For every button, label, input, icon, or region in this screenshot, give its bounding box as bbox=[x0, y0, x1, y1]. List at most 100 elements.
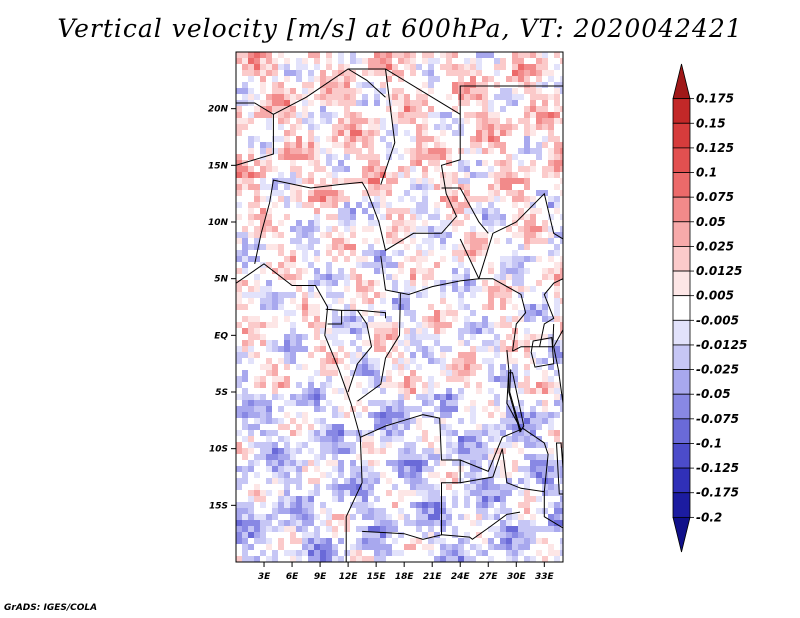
field-cell bbox=[542, 454, 548, 460]
field-cell bbox=[518, 388, 524, 394]
field-cell bbox=[464, 232, 470, 238]
field-cell bbox=[518, 280, 524, 286]
field-cell bbox=[452, 214, 458, 220]
field-cell bbox=[548, 448, 554, 454]
field-cell bbox=[326, 172, 332, 178]
field-cell bbox=[350, 94, 356, 100]
field-cell bbox=[512, 370, 518, 376]
field-cell bbox=[452, 448, 458, 454]
field-cell bbox=[398, 430, 404, 436]
field-cell bbox=[482, 340, 488, 346]
field-cell bbox=[344, 208, 350, 214]
field-cell bbox=[362, 406, 368, 412]
field-cell bbox=[536, 424, 542, 430]
field-cell bbox=[254, 160, 260, 166]
field-cell bbox=[428, 520, 434, 526]
field-cell bbox=[422, 82, 428, 88]
field-cell bbox=[506, 514, 512, 520]
field-cell bbox=[236, 478, 242, 484]
field-cell bbox=[296, 190, 302, 196]
field-cell bbox=[542, 64, 548, 70]
field-cell bbox=[320, 196, 326, 202]
field-cell bbox=[554, 526, 560, 532]
field-cell bbox=[362, 256, 368, 262]
field-cell bbox=[278, 268, 284, 274]
field-cell bbox=[320, 232, 326, 238]
field-cell bbox=[332, 352, 338, 358]
field-cell bbox=[380, 532, 386, 538]
field-cell bbox=[326, 52, 332, 58]
colorbar-swatch bbox=[672, 246, 691, 272]
field-cell bbox=[386, 514, 392, 520]
field-cell bbox=[434, 460, 440, 466]
field-cell bbox=[506, 400, 512, 406]
field-cell bbox=[368, 322, 374, 328]
field-cell bbox=[278, 298, 284, 304]
field-cell bbox=[284, 256, 290, 262]
field-cell bbox=[296, 148, 302, 154]
field-cell bbox=[464, 442, 470, 448]
colorbar-label: 0.0125 bbox=[696, 264, 742, 278]
colorbar-label: -0.175 bbox=[696, 486, 739, 500]
field-cell bbox=[236, 466, 242, 472]
field-cell bbox=[254, 496, 260, 502]
field-cell bbox=[374, 94, 380, 100]
field-cell bbox=[308, 460, 314, 466]
field-cell bbox=[470, 484, 476, 490]
field-cell bbox=[446, 58, 452, 64]
field-cell bbox=[332, 442, 338, 448]
field-cell bbox=[296, 112, 302, 118]
field-cell bbox=[392, 262, 398, 268]
field-cell bbox=[338, 82, 344, 88]
field-cell bbox=[452, 268, 458, 274]
field-cell bbox=[320, 382, 326, 388]
field-cell bbox=[350, 298, 356, 304]
field-cell bbox=[320, 358, 326, 364]
field-cell bbox=[392, 100, 398, 106]
field-cell bbox=[530, 424, 536, 430]
field-cell bbox=[248, 208, 254, 214]
field-cell bbox=[242, 82, 248, 88]
field-cell bbox=[242, 424, 248, 430]
field-cell bbox=[428, 76, 434, 82]
field-cell bbox=[404, 190, 410, 196]
field-cell bbox=[272, 364, 278, 370]
field-cell bbox=[482, 496, 488, 502]
field-cell bbox=[362, 118, 368, 124]
field-cell bbox=[344, 514, 350, 520]
field-cell bbox=[356, 538, 362, 544]
field-cell bbox=[338, 52, 344, 58]
field-cell bbox=[404, 460, 410, 466]
field-cell bbox=[482, 238, 488, 244]
field-cell bbox=[446, 376, 452, 382]
field-cell bbox=[308, 172, 314, 178]
field-cell bbox=[242, 178, 248, 184]
field-cell bbox=[428, 532, 434, 538]
field-cell bbox=[476, 130, 482, 136]
field-cell bbox=[374, 88, 380, 94]
field-cell bbox=[332, 88, 338, 94]
field-cell bbox=[380, 514, 386, 520]
field-cell bbox=[356, 400, 362, 406]
field-cell bbox=[470, 88, 476, 94]
field-cell bbox=[308, 154, 314, 160]
field-cell bbox=[368, 178, 374, 184]
field-cell bbox=[320, 544, 326, 550]
field-cell bbox=[464, 208, 470, 214]
field-cell bbox=[254, 274, 260, 280]
field-cell bbox=[494, 130, 500, 136]
field-cell bbox=[392, 124, 398, 130]
field-cell bbox=[464, 88, 470, 94]
field-cell bbox=[482, 508, 488, 514]
field-cell bbox=[464, 172, 470, 178]
field-cell bbox=[440, 406, 446, 412]
field-cell bbox=[560, 154, 563, 160]
field-cell bbox=[290, 94, 296, 100]
field-cell bbox=[302, 514, 308, 520]
field-cell bbox=[242, 556, 248, 562]
field-cell bbox=[350, 502, 356, 508]
colorbar-swatch bbox=[672, 319, 691, 346]
field-cell bbox=[290, 100, 296, 106]
field-cell bbox=[242, 340, 248, 346]
field-cell bbox=[518, 286, 524, 292]
